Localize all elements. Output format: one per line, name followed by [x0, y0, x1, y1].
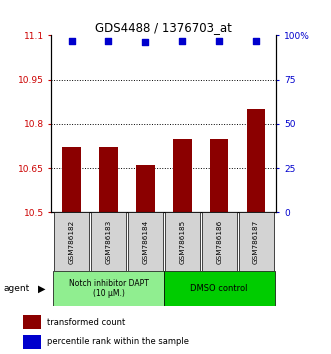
Text: GSM786187: GSM786187: [253, 219, 259, 264]
Bar: [62, 148, 81, 212]
Text: GSM786185: GSM786185: [179, 219, 185, 264]
FancyBboxPatch shape: [54, 212, 89, 271]
Bar: [23, 315, 41, 329]
Point: [143, 40, 148, 45]
Text: GSM786184: GSM786184: [142, 219, 148, 264]
FancyBboxPatch shape: [53, 271, 164, 306]
FancyBboxPatch shape: [128, 212, 163, 271]
Bar: [173, 139, 192, 212]
FancyBboxPatch shape: [165, 212, 200, 271]
Text: GSM786183: GSM786183: [106, 219, 112, 264]
Bar: [23, 335, 41, 348]
Bar: [136, 165, 155, 212]
FancyBboxPatch shape: [91, 212, 126, 271]
Title: GDS4488 / 1376703_at: GDS4488 / 1376703_at: [95, 21, 232, 34]
FancyBboxPatch shape: [164, 271, 274, 306]
FancyBboxPatch shape: [239, 212, 274, 271]
Text: percentile rank within the sample: percentile rank within the sample: [47, 337, 189, 347]
Text: DMSO control: DMSO control: [190, 284, 248, 293]
Point: [69, 38, 74, 44]
Bar: [247, 109, 265, 212]
Point: [180, 38, 185, 44]
Point: [216, 38, 222, 44]
Text: GSM786186: GSM786186: [216, 219, 222, 264]
Bar: [99, 148, 118, 212]
Text: ▶: ▶: [38, 284, 45, 293]
Bar: [210, 139, 228, 212]
Text: Notch inhibitor DAPT
(10 μM.): Notch inhibitor DAPT (10 μM.): [69, 279, 148, 298]
Point: [254, 38, 259, 44]
Text: GSM786182: GSM786182: [69, 219, 74, 264]
Text: agent: agent: [3, 284, 29, 293]
Text: transformed count: transformed count: [47, 318, 125, 327]
FancyBboxPatch shape: [202, 212, 237, 271]
Point: [106, 38, 111, 44]
